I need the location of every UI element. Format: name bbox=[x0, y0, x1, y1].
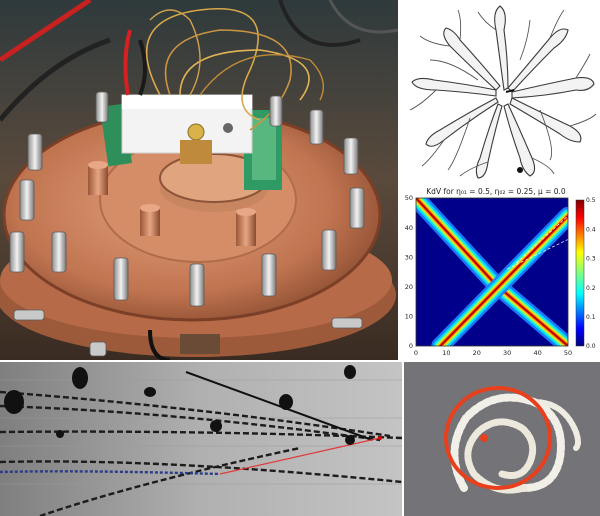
y-tick-label: 50 bbox=[405, 194, 413, 202]
x-tick-label: 10 bbox=[442, 349, 450, 357]
particle-tracks-image bbox=[0, 362, 402, 516]
colorbar-tick-label: 0.5 bbox=[586, 197, 596, 204]
cryostat-photo bbox=[0, 0, 398, 360]
colorbar-tick-label: 0.4 bbox=[586, 226, 596, 233]
guide-line-1 bbox=[507, 239, 568, 270]
x-tick-label: 0 bbox=[414, 349, 418, 357]
colorbar bbox=[575, 199, 585, 347]
colorbar-tick-label: 0.2 bbox=[586, 285, 596, 292]
y-tick-label: 30 bbox=[405, 253, 413, 261]
colorbar-tick-label: 0.3 bbox=[586, 256, 596, 263]
fingering-pattern-image bbox=[400, 0, 600, 186]
coil-filament-image bbox=[404, 362, 600, 516]
y-tick-label: 10 bbox=[405, 313, 413, 321]
x-tick-label: 40 bbox=[533, 349, 541, 357]
colorbar-tick-label: 0.0 bbox=[586, 343, 596, 350]
guide-line-0 bbox=[516, 215, 568, 264]
x-tick-label: 30 bbox=[503, 349, 511, 357]
soliton-track-1 bbox=[439, 215, 568, 346]
y-tick-label: 20 bbox=[405, 283, 413, 291]
x-tick-label: 50 bbox=[564, 349, 572, 357]
colorbar-tick-label: 0.1 bbox=[586, 314, 596, 321]
y-tick-label: 0 bbox=[409, 342, 413, 350]
x-tick-label: 20 bbox=[473, 349, 481, 357]
y-tick-label: 40 bbox=[405, 224, 413, 232]
kdv-heatmap-chart: KdV for η₀₁ = 0.5, η₀₂ = 0.25, μ = 0.0 0… bbox=[400, 186, 600, 360]
chart-title: KdV for η₀₁ = 0.5, η₀₂ = 0.25, μ = 0.0 bbox=[426, 187, 566, 196]
